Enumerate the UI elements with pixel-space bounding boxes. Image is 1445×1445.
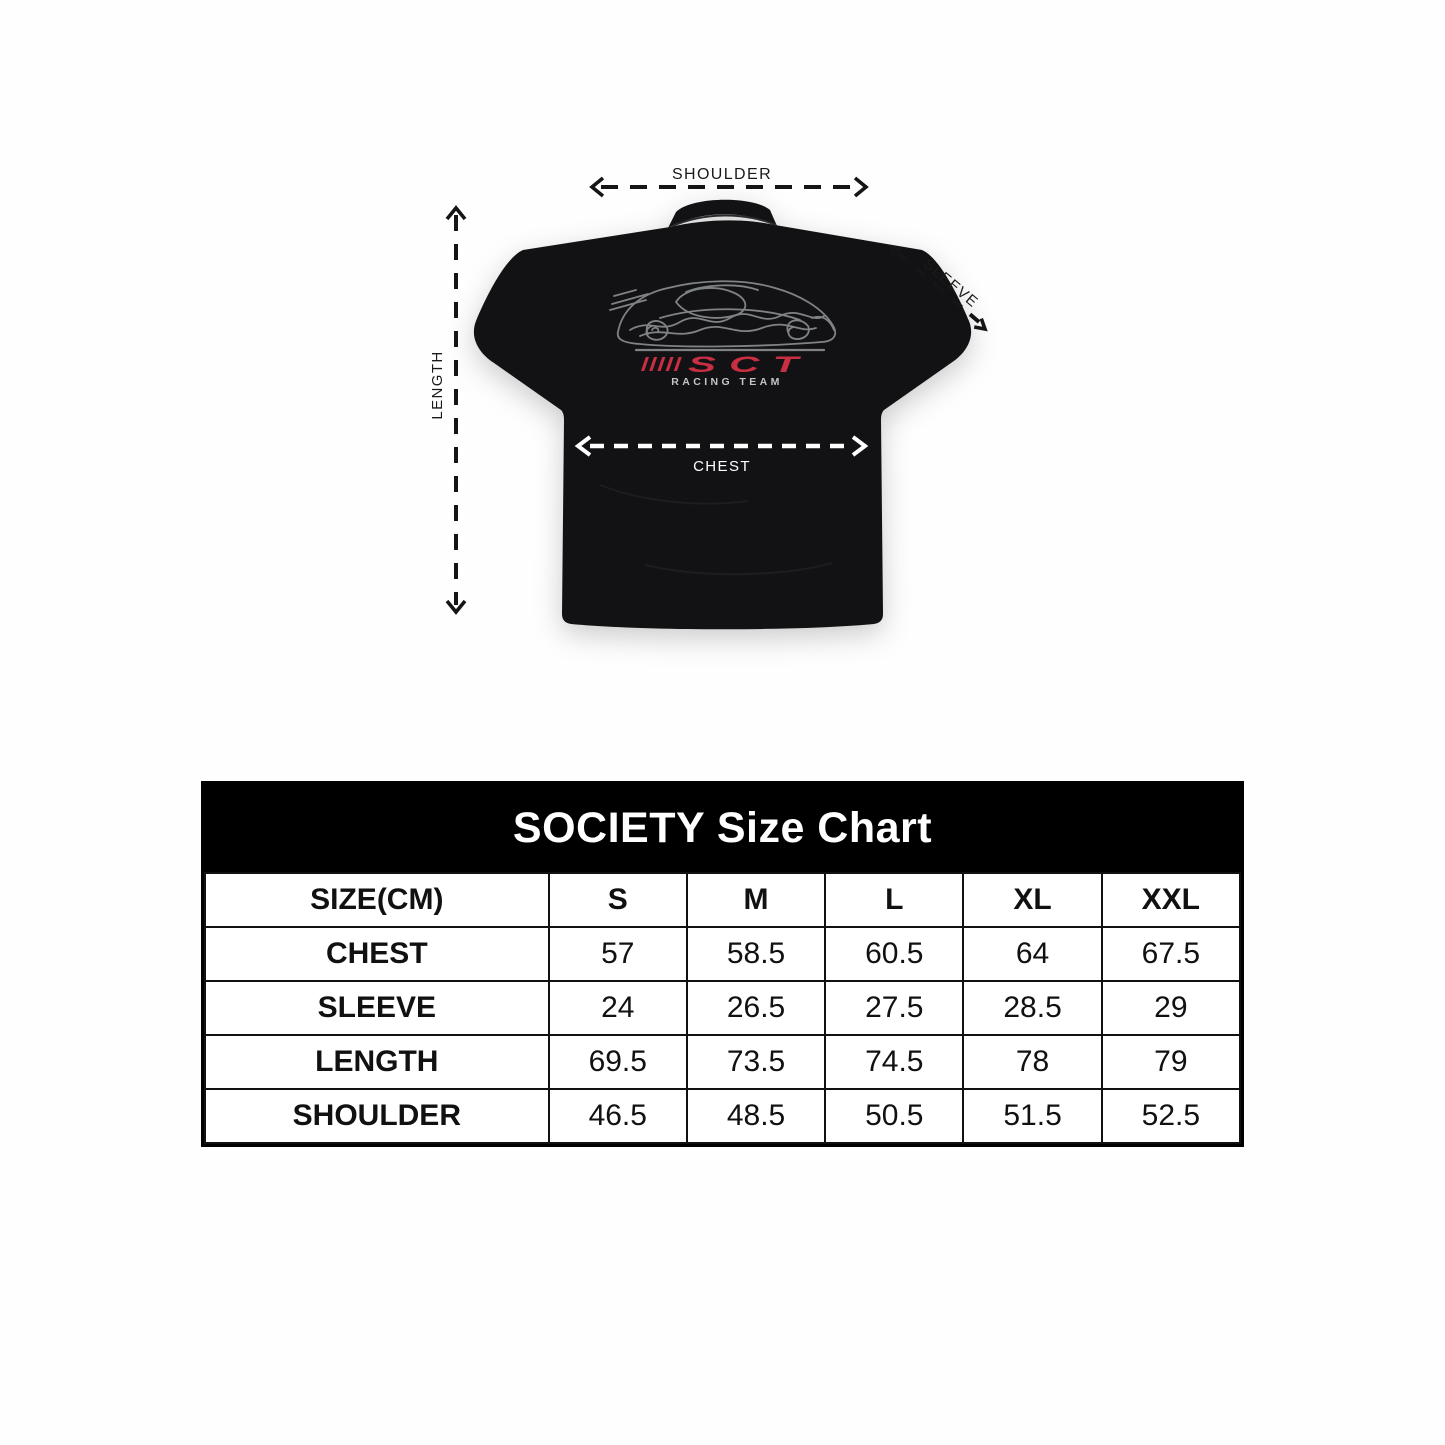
- col-header-s: S: [547, 872, 688, 928]
- shoulder-label: SHOULDER: [672, 166, 772, 183]
- cell-value: 67.5: [1100, 926, 1242, 982]
- row-label: SHOULDER: [204, 1088, 550, 1144]
- cell-value: 27.5: [824, 980, 965, 1036]
- table-row-shoulder: SHOULDER 46.5 48.5 50.5 51.5 52.5: [204, 1088, 1242, 1144]
- cell-value: 28.5: [962, 980, 1103, 1036]
- cell-value: 24: [547, 980, 688, 1036]
- cell-value: 79: [1100, 1034, 1242, 1090]
- chest-label: CHEST: [693, 458, 751, 475]
- cell-value: 60.5: [824, 926, 965, 982]
- tshirt-measurement-diagram: SCT RACING TEAM SHOULDER LENGTH SLEEVE: [429, 166, 988, 630]
- table-row-length: LENGTH 69.5 73.5 74.5 78 79: [204, 1034, 1242, 1090]
- cell-value: 51.5: [962, 1088, 1103, 1144]
- sleeve-arrow: [888, 244, 988, 332]
- cell-value: 64: [962, 926, 1103, 982]
- table-row-chest: CHEST 57 58.5 60.5 64 67.5: [204, 926, 1242, 982]
- tshirt-body: [473, 220, 972, 630]
- row-label: CHEST: [204, 926, 550, 982]
- col-header-xxl: XXL: [1100, 872, 1242, 928]
- car-sketch: [609, 280, 837, 352]
- logo-stripes: [641, 357, 682, 371]
- chest-arrow: [574, 435, 869, 457]
- size-table: SIZE(CM) S M L XL XXL CHEST 57 58.5 60.5…: [204, 872, 1242, 1144]
- size-chart-title: SOCIETY Size Chart: [204, 784, 1241, 872]
- collar-seam: [669, 214, 777, 228]
- col-header-size: SIZE(CM): [204, 872, 550, 928]
- size-header-row: SIZE(CM) S M L XL XXL: [204, 872, 1242, 928]
- shoulder-arrow: [589, 176, 869, 198]
- row-label: LENGTH: [204, 1034, 550, 1090]
- cell-value: 26.5: [685, 980, 827, 1036]
- col-header-l: L: [824, 872, 965, 928]
- col-header-xl: XL: [962, 872, 1103, 928]
- cell-value: 29: [1100, 980, 1242, 1036]
- table-row-sleeve: SLEEVE 24 26.5 27.5 28.5 29: [204, 980, 1242, 1036]
- cell-value: 50.5: [824, 1088, 965, 1144]
- cell-value: 46.5: [547, 1088, 688, 1144]
- tshirt: [473, 199, 972, 630]
- length-label: LENGTH: [429, 350, 446, 419]
- fabric-wrinkle: [599, 484, 749, 505]
- sct-logo: SCT RACING TEAM: [641, 353, 811, 388]
- col-header-m: M: [685, 872, 827, 928]
- racing-team-label: RACING TEAM: [671, 376, 782, 388]
- cell-value: 58.5: [685, 926, 827, 982]
- tshirt-collar: [668, 199, 777, 228]
- logo-text: SCT: [688, 353, 811, 377]
- length-arrow: [445, 205, 467, 615]
- row-label: SLEEVE: [204, 980, 550, 1036]
- cell-value: 74.5: [824, 1034, 965, 1090]
- cell-value: 78: [962, 1034, 1103, 1090]
- cell-value: 73.5: [685, 1034, 827, 1090]
- fabric-wrinkle: [644, 562, 833, 576]
- cell-value: 52.5: [1100, 1088, 1242, 1144]
- cell-value: 69.5: [547, 1034, 688, 1090]
- cell-value: 48.5: [685, 1088, 827, 1144]
- size-chart-table: SOCIETY Size Chart SIZE(CM) S M L XL XXL: [201, 781, 1244, 1147]
- cell-value: 57: [547, 926, 688, 982]
